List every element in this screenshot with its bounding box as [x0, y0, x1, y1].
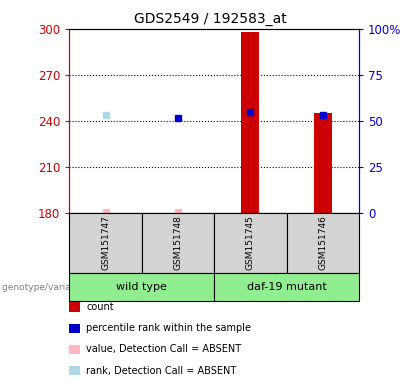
Text: count: count	[86, 302, 114, 312]
Text: rank, Detection Call = ABSENT: rank, Detection Call = ABSENT	[86, 366, 236, 376]
Bar	[241, 32, 260, 213]
Text: GDS2549 / 192583_at: GDS2549 / 192583_at	[134, 12, 286, 25]
Text: GSM151748: GSM151748	[173, 215, 182, 270]
Text: GSM151746: GSM151746	[318, 215, 327, 270]
Text: genotype/variation ▶: genotype/variation ▶	[2, 283, 98, 291]
Text: percentile rank within the sample: percentile rank within the sample	[86, 323, 251, 333]
Bar	[314, 113, 332, 213]
Text: GSM151747: GSM151747	[101, 215, 110, 270]
Text: value, Detection Call = ABSENT: value, Detection Call = ABSENT	[86, 344, 241, 354]
Text: wild type: wild type	[116, 282, 167, 292]
Text: GSM151745: GSM151745	[246, 215, 255, 270]
Text: daf-19 mutant: daf-19 mutant	[247, 282, 326, 292]
